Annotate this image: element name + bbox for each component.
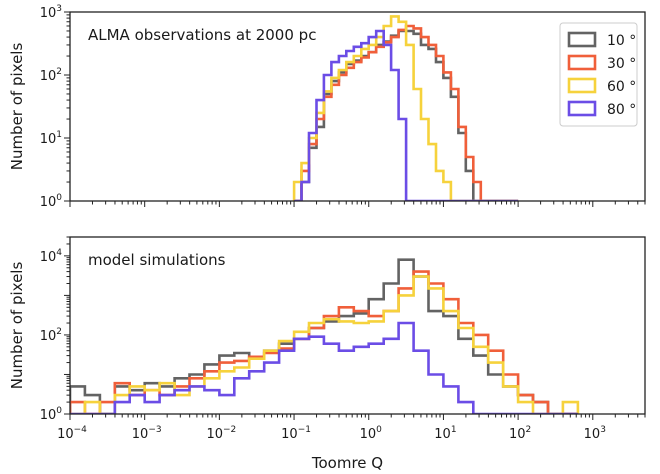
panel-model-simulations: 100 102 104 10−4 10−3 10−2 10−1 100 101 102 103 Num…	[8, 236, 646, 472]
legend-label: 30 °	[607, 56, 636, 72]
x-tick-label: 102	[509, 425, 531, 442]
histogram-series-4	[70, 321, 578, 414]
y-ticks	[64, 11, 70, 202]
y-tick-label: 103	[40, 4, 62, 21]
y-tick-label: 101	[40, 130, 62, 147]
y-tick-label: 102	[40, 67, 62, 84]
legend-swatch	[567, 77, 597, 94]
x-axis-label: Toomre Q	[311, 454, 383, 472]
x-tick-label: 103	[584, 425, 606, 442]
x-ticks	[69, 201, 646, 207]
x-tick-label: 101	[434, 425, 456, 442]
histogram-series-3	[70, 275, 580, 414]
x-tick-label: 10−1	[281, 425, 311, 442]
legend-box	[559, 22, 638, 127]
legend-label: 80 °	[607, 102, 636, 118]
legend-swatch	[567, 54, 597, 71]
y-tick-label: 100	[40, 406, 63, 423]
histogram-series-2	[294, 24, 519, 201]
panel-alma-observations: 100 101 102 103 Number of pixels ALMA observa…	[8, 4, 646, 210]
legend-label: 10 °	[607, 33, 636, 49]
legend-label: 60 °	[607, 79, 636, 95]
histogram-series-4	[294, 29, 519, 201]
legend: 10 ° 30 ° 60 ° 80 °	[559, 22, 638, 127]
x-tick-label: 100	[360, 425, 383, 442]
panel-annotation: model simulations	[88, 251, 226, 269]
x-tick-label: 10−2	[206, 425, 236, 442]
x-tick-label: 10−4	[57, 425, 87, 442]
x-tick-label: 10−3	[132, 425, 162, 442]
y-axis-label: Number of pixels	[8, 43, 26, 171]
y-tick-label: 104	[40, 248, 63, 265]
legend-swatch	[567, 100, 597, 117]
y-ticks	[64, 236, 70, 415]
y-tick-label: 100	[40, 193, 63, 210]
panel-annotation: ALMA observations at 2000 pc	[88, 26, 316, 44]
legend-swatch	[567, 31, 597, 48]
y-axis-label: Number of pixels	[8, 262, 26, 390]
x-ticks	[69, 414, 646, 420]
y-tick-label: 102	[40, 327, 62, 344]
